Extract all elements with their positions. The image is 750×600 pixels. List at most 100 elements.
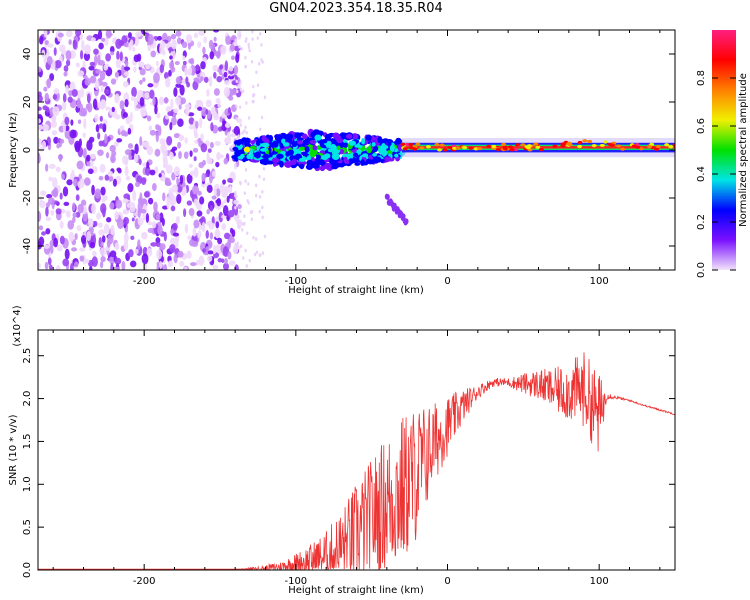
spectrogram-cell <box>314 159 323 166</box>
spectrogram-cell <box>101 99 107 109</box>
spectrogram-cell <box>212 124 219 134</box>
spectrogram-cell <box>587 139 593 144</box>
spectrogram-cell <box>263 95 267 100</box>
spectrogram-cell <box>216 75 223 83</box>
spectrogram-cell <box>294 133 302 139</box>
spectrogram-cell <box>123 42 130 48</box>
spectrogram-cell <box>64 248 70 260</box>
spectrogram-cell <box>47 43 54 48</box>
spectrogram-cell <box>365 134 372 141</box>
spectrogram-cell <box>599 143 605 148</box>
spectrogram-cell <box>171 184 179 193</box>
spectrogram-cell <box>147 227 154 234</box>
spectrogram-cell <box>130 95 135 102</box>
spectrogram-cell <box>176 193 182 204</box>
spectrogram-cell <box>52 187 59 198</box>
spectrogram-cell <box>654 147 660 151</box>
spectrogram-cell <box>169 151 174 160</box>
spectrogram-cell <box>61 101 67 111</box>
spectrogram-cell <box>382 145 389 149</box>
spectrogram-cell <box>252 94 255 98</box>
spectrogram-cell <box>225 35 232 46</box>
spectrogram-cell <box>205 230 209 239</box>
spectrogram-cell <box>128 41 133 51</box>
spectrogram-cell <box>138 61 145 68</box>
spectrogram-cell <box>279 160 284 168</box>
spectrogram-cell <box>55 60 62 69</box>
spectrogram-cell <box>224 60 229 72</box>
spectrogram-cell <box>209 141 214 149</box>
spectrogram-cell <box>486 144 492 149</box>
spectrogram-cell <box>271 157 280 164</box>
spectrogram-cell <box>224 139 232 144</box>
spectrogram-cell <box>256 36 260 40</box>
spectrogram-cell <box>241 131 244 135</box>
spectrogram-cell <box>447 145 453 150</box>
spectrogram-cell <box>213 88 220 96</box>
spectrogram-cell <box>212 30 220 33</box>
spectrogram-cell <box>155 237 161 244</box>
spectrogram-cell <box>419 146 425 150</box>
spectrogram-cell <box>172 232 180 237</box>
spectrogram-cell <box>87 168 94 175</box>
spectrogram-cell <box>163 97 169 104</box>
spectrogram-cell <box>236 89 239 94</box>
spectrogram-cell <box>216 204 222 210</box>
spectrogram-cell <box>205 100 212 108</box>
spectrogram-cell <box>163 72 169 80</box>
spectrogram-cell <box>111 150 117 157</box>
spectrogram-cell <box>227 75 235 80</box>
spectrogram-cell <box>256 83 260 88</box>
spectrogram-cell <box>186 173 193 184</box>
spectrogram-cell <box>259 32 262 36</box>
spectrogram-cell <box>327 148 333 153</box>
spectrogram-cell <box>43 244 50 249</box>
spectrogram-cell <box>243 221 246 226</box>
spectrogram-cell <box>173 108 179 114</box>
spectrogram-cell <box>178 104 182 110</box>
snr-x-tick-label: -200 <box>133 576 156 587</box>
spectrogram-cell <box>106 217 112 223</box>
spectrogram-cell <box>61 173 65 180</box>
spectrogram-cell <box>86 154 91 162</box>
spectrogram-cell <box>116 50 120 61</box>
spectrogram-cell <box>105 32 113 37</box>
spectrogram-cell <box>95 124 100 133</box>
spectrogram-cell <box>110 154 116 164</box>
spectrogram-cell <box>276 153 284 159</box>
spectrogram-cell <box>67 220 75 230</box>
spectrogram-cell <box>212 244 217 255</box>
spectrogram-cell <box>254 183 258 188</box>
spectrogram-cell <box>109 46 115 54</box>
spectrogram-cell <box>206 220 212 227</box>
spectrogram-cell <box>152 96 156 106</box>
spectrogram-cell <box>261 190 264 194</box>
spectrogram-cell <box>304 146 310 153</box>
spectrogram-cell <box>127 32 133 39</box>
spectrogram-cell <box>215 221 220 229</box>
colorbar-label: Normalized spectral amplitude <box>738 73 749 227</box>
spectrogram-cell <box>212 264 219 270</box>
spectrogram-cell <box>261 60 264 64</box>
spectrogram-cell <box>296 137 304 142</box>
spectrogram-x-tick-label: 100 <box>590 276 609 287</box>
spectrogram-cell <box>104 174 110 181</box>
spectrogram-cell <box>77 70 85 77</box>
spectrogram-cell <box>201 159 206 166</box>
spectrogram-cell <box>99 115 103 122</box>
spectrogram-cell <box>72 216 76 224</box>
spectrogram-cell <box>220 201 224 208</box>
spectrogram-cell <box>237 224 240 229</box>
spectrogram-cell <box>72 202 76 211</box>
spectrogram-cell <box>214 140 221 147</box>
spectrogram-cell <box>263 234 267 239</box>
spectrogram-cell <box>65 210 71 218</box>
snr-y-multiplier: (x10^4) <box>12 305 23 346</box>
spectrogram-cell <box>158 173 162 178</box>
spectrogram-cell <box>243 191 247 195</box>
snr-y-tick-label: 0.0 <box>22 562 33 578</box>
spectrogram-cell <box>239 87 243 92</box>
spectrogram-cell <box>635 145 641 149</box>
spectrogram-cell <box>168 187 174 198</box>
spectrogram-cell <box>184 266 188 270</box>
